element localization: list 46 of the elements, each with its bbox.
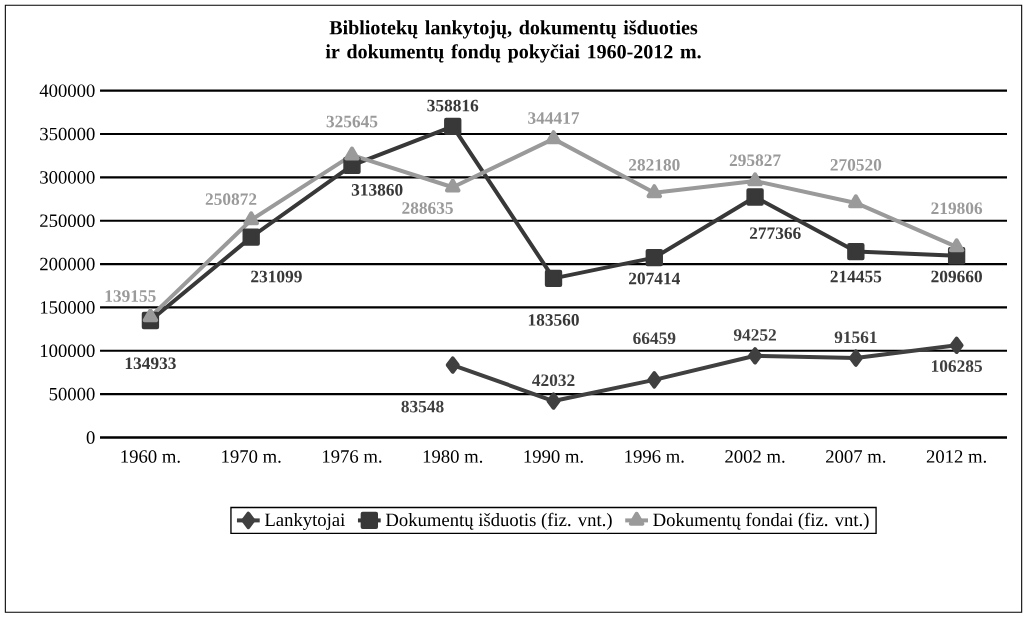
y-tick-label: 150000 <box>40 301 95 314</box>
data-label: 183560 <box>528 314 579 326</box>
x-tick-label: 2002 m. <box>725 450 785 464</box>
x-tick-label: 1990 m. <box>524 450 583 464</box>
y-tick-label: 100000 <box>40 344 95 358</box>
x-tick-label: 1980 m. <box>423 450 483 464</box>
y-tick-label: 50000 <box>49 388 95 401</box>
data-label: 270520 <box>830 159 882 171</box>
y-tick-label: 200000 <box>40 258 95 271</box>
legend-label: Lankytojai <box>264 513 345 531</box>
data-label: 209660 <box>931 270 982 283</box>
data-label: 219806 <box>931 202 983 215</box>
legend-label: Dokumentų išduotis (fiz. vnt.) <box>385 513 612 531</box>
x-tick-label: 1996 m. <box>625 450 684 464</box>
data-label: 134933 <box>125 357 176 370</box>
data-label: 295827 <box>729 154 781 167</box>
data-label: 139155 <box>105 290 156 303</box>
y-tick-label: 0 <box>86 431 95 445</box>
data-label: 358816 <box>427 99 479 112</box>
x-tick-label: 1976 m. <box>323 450 382 464</box>
y-tick-label: 400000 <box>39 84 95 98</box>
data-label: 214455 <box>830 270 882 283</box>
x-tick-label: 1960 m. <box>121 450 180 464</box>
y-tick-label: 300000 <box>40 171 95 184</box>
data-label: 94252 <box>733 329 776 342</box>
data-label: 313860 <box>351 184 403 196</box>
data-label: 325645 <box>326 115 378 128</box>
data-label: 344417 <box>528 112 580 125</box>
x-tick-label: 2012 m. <box>926 450 986 464</box>
data-label: 282180 <box>629 159 680 171</box>
chart-title: Bibliotekų lankytojų, dokumentų išduoties ir dokumentų fondų pokyčiai 1960-2012 m. <box>325 20 701 63</box>
y-tick-label: 250000 <box>40 214 95 228</box>
data-label: 250872 <box>205 193 257 206</box>
data-label: 288635 <box>402 202 453 215</box>
data-label: 66459 <box>633 332 676 345</box>
data-label: 106285 <box>931 360 982 373</box>
data-label: 42032 <box>532 374 575 387</box>
data-label: 277366 <box>749 227 801 240</box>
x-tick-label: 2007 m. <box>826 450 886 464</box>
y-tick-label: 350000 <box>40 127 95 141</box>
data-label: 91561 <box>834 331 877 344</box>
legend-label: Dokumentų fondai (fiz. vnt.) <box>653 513 869 531</box>
data-label: 231099 <box>251 270 302 283</box>
data-label: 83548 <box>401 401 444 413</box>
data-label: 207414 <box>629 272 680 285</box>
x-tick-label: 1970 m. <box>222 450 281 464</box>
